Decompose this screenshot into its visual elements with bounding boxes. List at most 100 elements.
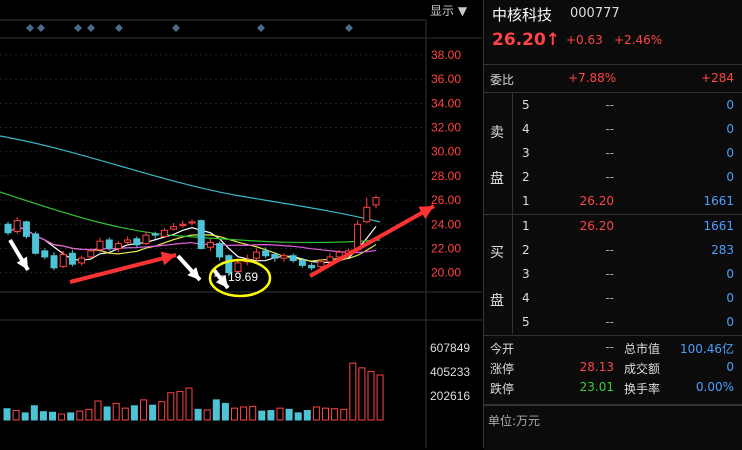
weibi-diff: +284 <box>701 71 734 85</box>
red-trend-arrow-head <box>160 251 176 266</box>
candle-body <box>22 221 30 237</box>
stat-value: 23.01 <box>579 380 614 394</box>
price-tick: 26.00 <box>431 193 461 207</box>
weibi-pct: +7.88% <box>568 71 617 85</box>
white-arrow-head <box>215 274 228 288</box>
sell-label-1: 卖 <box>490 125 504 141</box>
volume-bar <box>221 402 229 421</box>
volume-bar <box>185 387 193 421</box>
candle-body <box>179 223 187 226</box>
volume-bar <box>203 409 211 421</box>
buy-label-2: 盘 <box>490 293 504 309</box>
white-arrow-head <box>187 267 200 280</box>
candle-body <box>372 197 380 206</box>
sell-price: -- <box>605 98 614 112</box>
footer-bar: 单位:万元 <box>484 404 742 450</box>
volume-bar <box>140 399 147 421</box>
volume-tick: 607849 <box>430 341 470 355</box>
volume-bar <box>312 406 320 421</box>
candle-body <box>96 240 104 251</box>
price-tick: 36.00 <box>431 72 461 86</box>
sell-level: 5 <box>522 98 530 112</box>
volume-bar <box>3 408 11 421</box>
stat-value: 0 <box>726 360 734 374</box>
volume-bar <box>258 410 266 421</box>
candle-body <box>188 221 196 224</box>
volume-bar <box>249 405 257 421</box>
volume-bar <box>194 408 202 421</box>
price-change: +0.63 <box>566 33 603 47</box>
price-tick: 28.00 <box>431 169 461 183</box>
candle-body <box>68 252 76 265</box>
candle-body <box>308 264 316 269</box>
stat-label: 换手率 <box>624 382 661 396</box>
volume-bar <box>176 391 184 421</box>
buy-label-1: 买 <box>490 245 504 261</box>
candle-body <box>105 239 113 249</box>
volume-bar <box>112 402 120 421</box>
candle-body <box>124 239 132 243</box>
candle-body <box>78 257 86 264</box>
sell-level: 4 <box>522 122 530 136</box>
volume-bar <box>12 410 20 421</box>
candle-body <box>335 251 343 258</box>
event-marker <box>74 24 82 32</box>
candle-body <box>262 250 270 257</box>
kline-chart[interactable]: 38.00 36.00 34.00 32.00 30.00 28.00 26.00 24.00… <box>0 0 482 448</box>
candle-body <box>87 250 95 258</box>
volume-bar <box>331 408 339 421</box>
unit-label: 单位:万元 <box>488 414 541 428</box>
sell-price: -- <box>605 146 614 160</box>
volume-bar <box>231 407 238 421</box>
candle-body <box>4 223 12 234</box>
red-trend-arrow-head <box>418 206 434 219</box>
candle-body <box>151 233 159 236</box>
buy-volume: 0 <box>726 267 734 281</box>
stat-value: 28.13 <box>579 360 614 374</box>
sell-price: -- <box>605 122 614 136</box>
volume-bar <box>349 362 357 421</box>
volume-tick: 405233 <box>430 365 470 379</box>
white-arrow-head <box>16 256 28 270</box>
volume-bar <box>322 407 329 421</box>
display-menu[interactable]: 显示 ▼ <box>430 4 468 18</box>
price-tick: 38.00 <box>431 48 461 62</box>
volume-bar <box>121 407 129 421</box>
candle-body <box>234 262 242 272</box>
volume-tick: 202616 <box>430 389 470 403</box>
event-marker <box>345 24 353 32</box>
candle-body <box>133 238 141 246</box>
volume-bar <box>49 411 56 421</box>
price-tick: 34.00 <box>431 96 461 110</box>
volume-bar <box>94 400 102 421</box>
volume-bar <box>167 392 175 421</box>
volume-bar <box>285 408 293 421</box>
chart-canvas[interactable]: 38.00 36.00 34.00 32.00 30.00 28.00 26.00 24.00… <box>0 0 482 448</box>
stock-price: 26.20↑ <box>492 30 561 50</box>
buy-level: 2 <box>522 243 530 257</box>
volume-bar <box>39 411 47 421</box>
volume-bar <box>276 407 284 421</box>
sell-price: -- <box>605 170 614 184</box>
volume-bar <box>240 406 248 421</box>
sell-label-2: 盘 <box>490 171 504 187</box>
candle-body <box>142 234 150 245</box>
buy-price: -- <box>605 291 614 305</box>
moving-average-line <box>0 191 381 244</box>
volume-bar <box>30 405 38 421</box>
buy-volume: 283 <box>711 243 734 257</box>
volume-bar <box>212 399 220 421</box>
candle-body <box>50 255 58 269</box>
price-tick: 32.00 <box>431 121 461 135</box>
volume-bar <box>367 370 375 421</box>
volume-bar <box>294 412 302 421</box>
buy-volume: 1661 <box>703 219 734 233</box>
moving-average-line <box>0 135 381 223</box>
price-tick: 30.00 <box>431 145 461 159</box>
price-tick: 22.00 <box>431 241 461 255</box>
quote-panel: 中核科技 000777 26.20↑ +0.63 +2.46% 委比 +7.88… <box>483 0 742 450</box>
buy-level: 4 <box>522 291 530 305</box>
sell-level: 1 <box>522 194 530 208</box>
candle-body <box>160 229 168 237</box>
sell-level: 2 <box>522 170 530 184</box>
